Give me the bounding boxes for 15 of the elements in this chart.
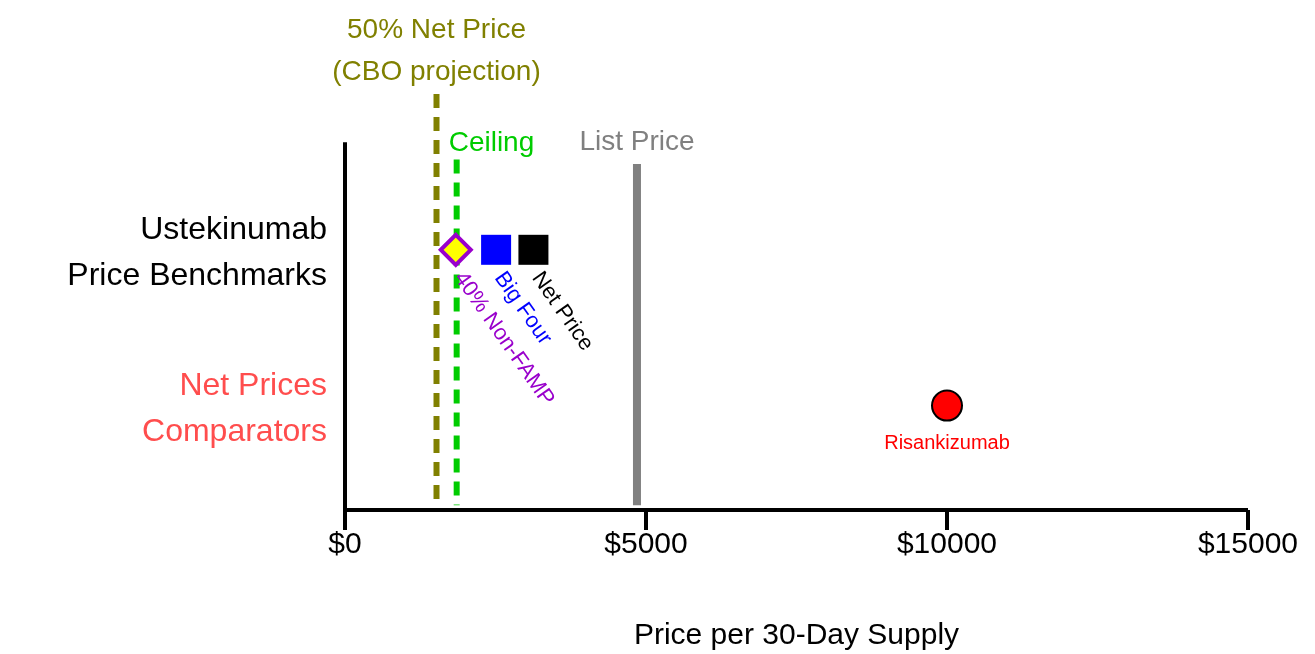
series-label: Risankizumab <box>884 430 1010 453</box>
x-tick-label: $15000 <box>1197 526 1299 560</box>
x-tick-label: $0 <box>328 526 362 560</box>
ref-line-label: Ceiling <box>448 126 535 158</box>
point <box>931 389 963 422</box>
x-tick-label: $5000 <box>604 526 688 560</box>
x-tick-label: $10000 <box>896 526 998 560</box>
y-tick-label: Ustekinumab Price Benchmarks <box>67 209 327 292</box>
y-tick-label: Net Prices Comparators <box>142 365 327 448</box>
ref-line-label: 50% Net Price (CBO projection) <box>332 13 541 86</box>
x-axis-title: Price per 30-Day Supply <box>633 617 960 650</box>
ref-line-label: List Price <box>579 125 695 157</box>
point <box>438 232 473 267</box>
point <box>481 234 512 265</box>
point <box>518 234 549 265</box>
